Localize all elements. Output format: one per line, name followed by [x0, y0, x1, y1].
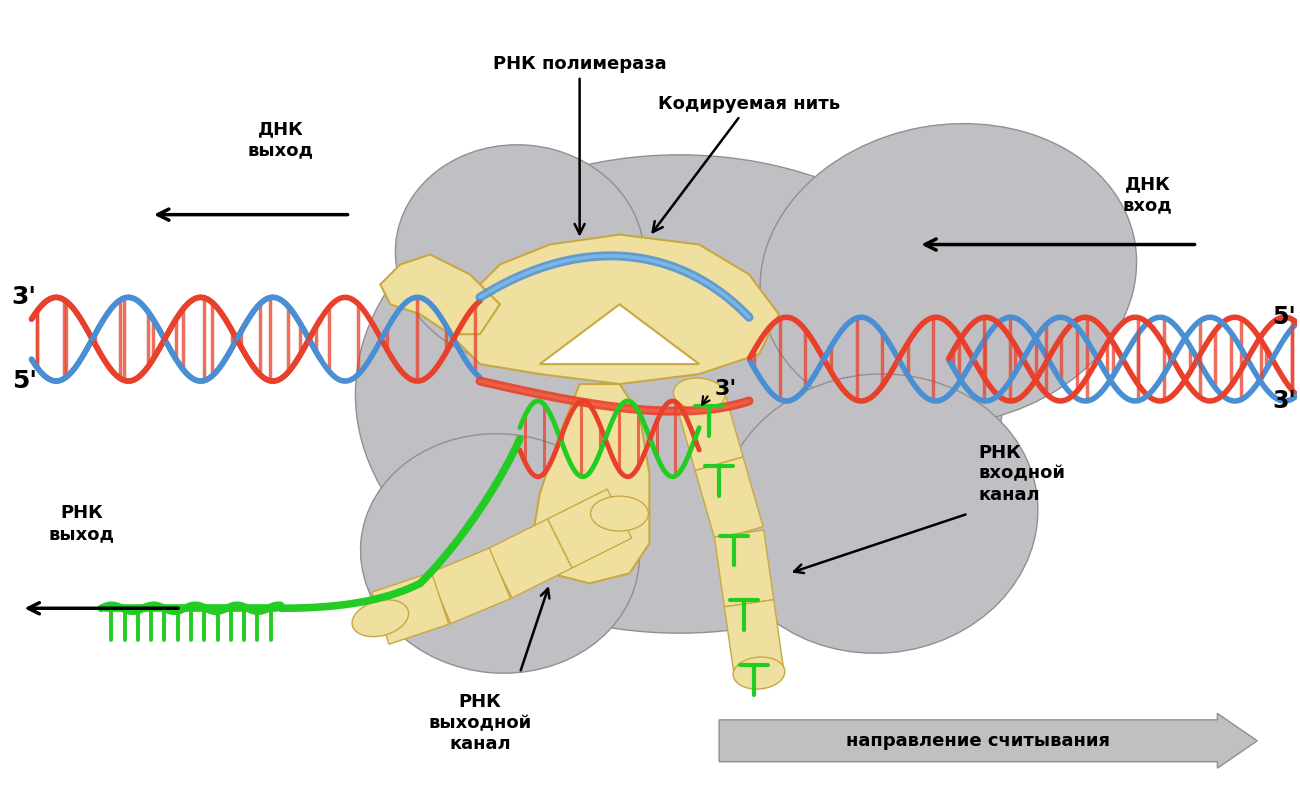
- Text: ДНК
вход: ДНК вход: [1123, 175, 1173, 214]
- Ellipse shape: [590, 496, 649, 531]
- Ellipse shape: [355, 155, 1004, 633]
- Ellipse shape: [719, 374, 1037, 653]
- Text: 5': 5': [1273, 305, 1296, 330]
- Text: РНК
выходной
канал: РНК выходной канал: [428, 693, 532, 753]
- Text: 3': 3': [12, 285, 36, 310]
- Text: Кодируемая нить: Кодируемая нить: [653, 95, 840, 232]
- Ellipse shape: [395, 145, 645, 364]
- Polygon shape: [429, 548, 511, 623]
- Polygon shape: [715, 530, 774, 607]
- Ellipse shape: [360, 434, 640, 673]
- Text: РНК
выход: РНК выход: [48, 504, 114, 543]
- Polygon shape: [372, 572, 448, 644]
- Polygon shape: [547, 489, 632, 568]
- Polygon shape: [381, 255, 500, 334]
- Ellipse shape: [760, 124, 1136, 426]
- Text: РНК полимераза: РНК полимераза: [493, 56, 667, 234]
- Polygon shape: [540, 304, 699, 364]
- Text: РНК
входной
канал: РНК входной канал: [978, 444, 1065, 503]
- Text: 5': 5': [12, 369, 36, 393]
- Polygon shape: [724, 599, 784, 676]
- FancyArrow shape: [719, 713, 1257, 769]
- Text: 3': 3': [714, 379, 736, 399]
- Ellipse shape: [733, 657, 785, 689]
- Polygon shape: [530, 384, 650, 584]
- Polygon shape: [450, 234, 779, 384]
- Polygon shape: [696, 457, 763, 541]
- Polygon shape: [675, 387, 744, 471]
- Ellipse shape: [673, 378, 725, 410]
- Polygon shape: [488, 519, 572, 598]
- Text: ДНК
выход: ДНК выход: [248, 121, 313, 160]
- Text: 3': 3': [1273, 389, 1296, 413]
- Text: направление считывания: направление считывания: [846, 732, 1110, 750]
- Ellipse shape: [352, 599, 408, 637]
